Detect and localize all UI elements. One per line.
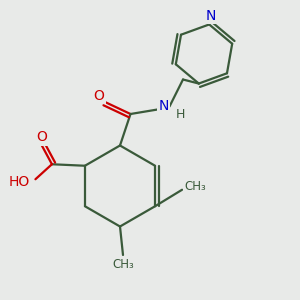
Text: CH₃: CH₃ bbox=[112, 257, 134, 271]
Text: O: O bbox=[94, 89, 104, 103]
Text: N: N bbox=[206, 9, 216, 23]
Text: CH₃: CH₃ bbox=[185, 180, 206, 193]
Text: O: O bbox=[36, 130, 47, 144]
Text: HO: HO bbox=[8, 175, 30, 189]
Text: H: H bbox=[175, 107, 185, 121]
Text: N: N bbox=[158, 100, 169, 113]
